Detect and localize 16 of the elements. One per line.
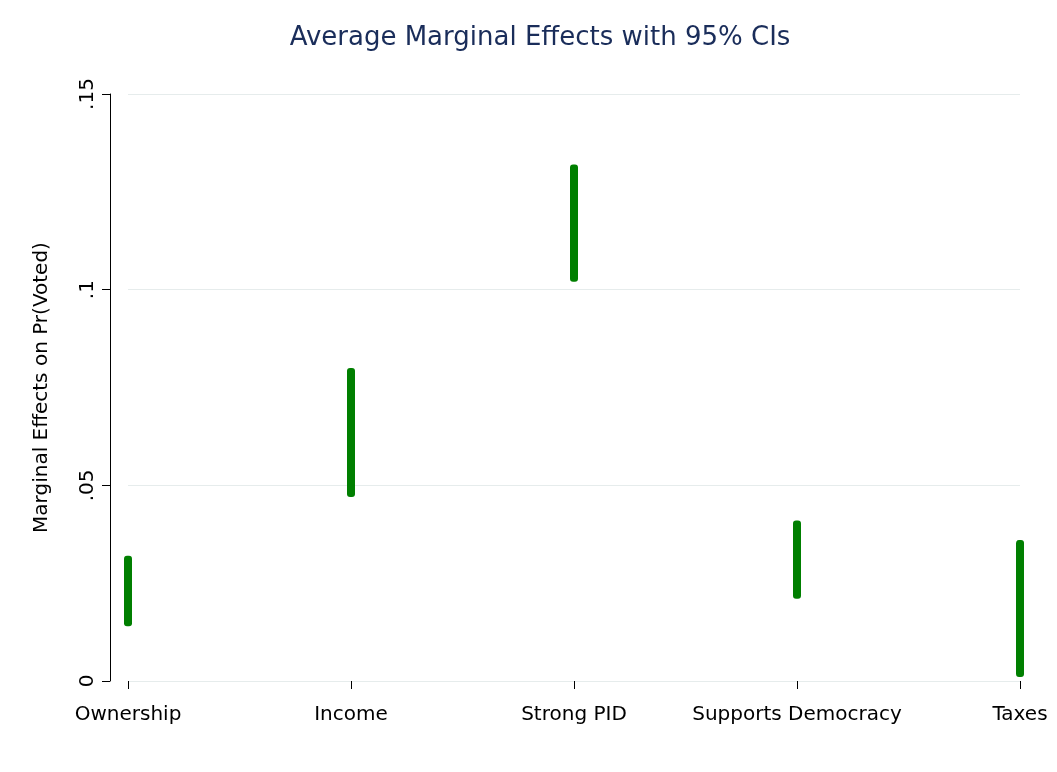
bar [124, 555, 132, 627]
x-tick-label: Ownership [74, 701, 182, 725]
bar [570, 164, 578, 282]
x-tick-label: Strong PID [521, 701, 627, 725]
x-tick-label: Taxes [991, 701, 1048, 725]
y-tick-label: 0 [74, 674, 98, 688]
y-axis-title: Marginal Effects on Pr(Voted) [28, 242, 52, 533]
bar [793, 520, 801, 599]
y-tick-label: .15 [74, 78, 98, 110]
x-tick-label: Income [314, 701, 388, 725]
y-tick-label: .1 [74, 280, 98, 300]
bar [347, 367, 355, 498]
chart-title: Average Marginal Effects with 95% CIs [289, 21, 791, 51]
x-tick-label: Supports Democracy [692, 701, 902, 725]
bar [1016, 540, 1024, 678]
y-tick-label: .05 [74, 469, 98, 502]
